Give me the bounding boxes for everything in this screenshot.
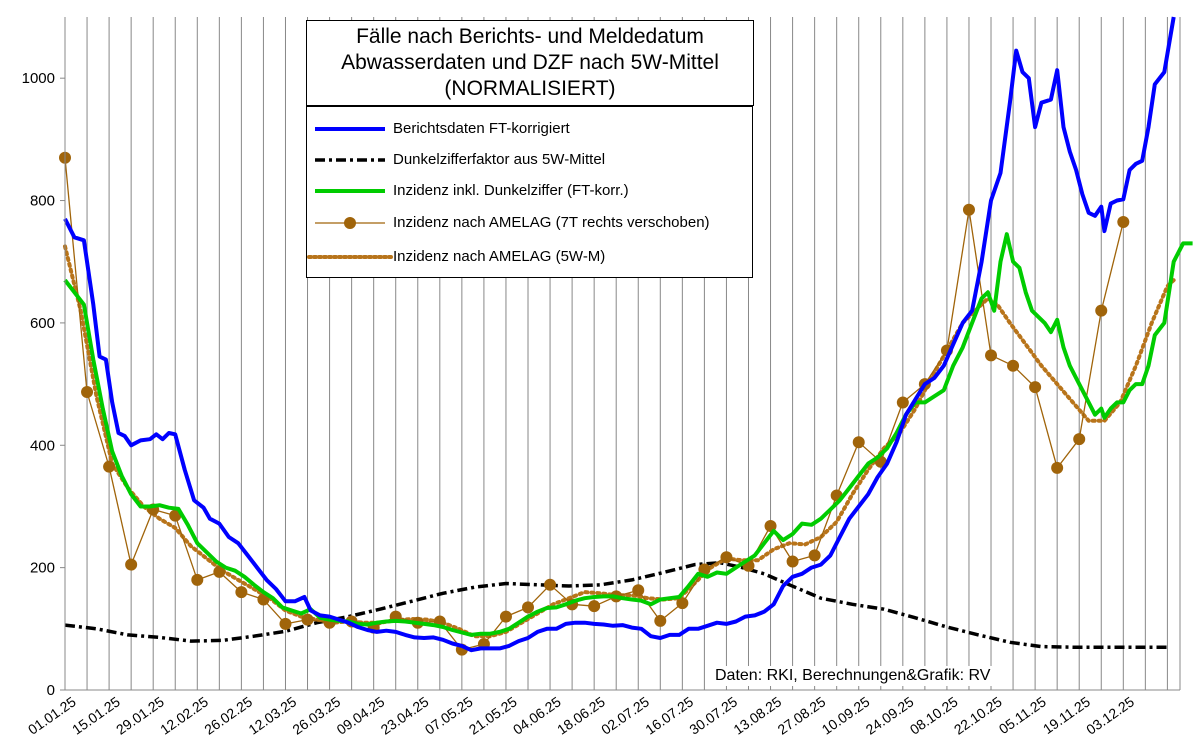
x-tick-label: 07.05.25 [422,693,476,737]
data-point-marker [301,613,314,626]
axes [64,17,1180,691]
data-point-marker [632,584,645,597]
data-point-marker [985,349,998,362]
data-point-marker [1007,359,1020,372]
x-tick-label: 05.11.25 [996,693,1049,737]
data-point-marker [257,593,270,606]
chart-title-line-2: Abwasserdaten und DZF nach 5W-Mittel [341,51,719,74]
x-tick-label: 24.09.25 [863,693,917,737]
data-point-marker [103,460,116,473]
x-tick-label: 04.06.25 [510,693,564,737]
legend-item-amelag-7t: Inzidenz nach AMELAG (7T rechts verschob… [307,211,752,235]
data-point-marker [786,555,799,568]
x-tick-label: 03.12.25 [1083,693,1137,737]
y-tick-label: 600 [30,315,55,332]
legend-line-marker-icon [315,217,385,229]
x-tick-label: 10.09.25 [819,693,873,737]
legend-item-amelag-5wm: Inzidenz nach AMELAG (5W-M) [307,245,752,269]
data-point-marker [1117,215,1130,228]
data-point-marker [896,396,909,409]
data-point-marker [522,601,535,614]
x-tick-label: 29.01.25 [113,693,167,737]
legend-item-dunkelzifferfaktor: Dunkelzifferfaktor aus 5W-Mittel [307,148,752,172]
x-tick-label: 08.10.25 [907,693,961,737]
data-point-marker [698,563,711,576]
data-point-marker [169,509,182,522]
x-tick-label: 09.04.25 [334,693,388,737]
x-tick-label: 12.02.25 [157,693,211,737]
data-point-marker [191,573,204,586]
legend-item-berichtsdaten: Berichtsdaten FT-korrigiert [307,117,752,141]
series-line-berichtsdaten-ft-korrigiert [63,16,1176,653]
x-tick-label: 15.01.25 [69,693,123,737]
legend-label: Inzidenz inkl. Dunkelziffer (FT-korr.) [393,182,629,199]
legend-label: Inzidenz nach AMELAG (5W-M) [393,248,606,265]
data-point-marker [588,600,601,613]
x-tick-label: 21.05.25 [466,693,520,737]
legend-line-dotted-icon [307,255,393,259]
x-tick-label: 23.04.25 [378,693,432,737]
data-point-marker [852,436,865,449]
data-point-marker [235,586,248,599]
legend-line-solid-green-icon [315,189,385,193]
chart-title: Fälle nach Berichts- und Meldedatum Abwa… [306,20,754,106]
x-axis-ticks: 01.01.2515.01.2529.01.2512.02.2526.02.25… [25,693,1137,737]
legend: Berichtsdaten FT-korrigiert Dunkelziffer… [306,106,753,278]
legend-label: Berichtsdaten FT-korrigiert [393,120,570,137]
data-point-marker [279,617,292,630]
data-point-marker [654,614,667,627]
y-tick-label: 200 [30,560,55,577]
data-point-marker [1073,433,1086,446]
data-point-marker [720,551,733,564]
series-line-inzidenz-inkl-dunkelziffer-ft-korr [63,232,1193,637]
data-point-marker [1095,304,1108,317]
legend-label: Dunkelzifferfaktor aus 5W-Mittel [393,151,606,168]
series-line-dunkelzifferfaktor-aus-5w-mittel [64,560,1168,649]
data-point-marker [213,565,226,578]
data-point-marker [499,610,512,623]
legend-item-inzidenz-dunkelziffer: Inzidenz inkl. Dunkelziffer (FT-korr.) [307,179,752,203]
legend-label: Inzidenz nach AMELAG (7T rechts verschob… [393,214,710,231]
data-point-marker [1029,381,1042,394]
series-line-inzidenz-nach-amelag-5w-m [63,244,1176,639]
y-tick-label: 0 [47,682,55,699]
source-note: Daten: RKI, Berechnungen&Grafik: RV [712,666,994,686]
x-tick-label: 26.03.25 [289,693,343,737]
y-axis-ticks: 0 200 400 600 800 1000 [22,70,65,699]
data-point-marker [81,386,94,399]
data-point-marker [125,558,138,571]
x-tick-label: 27.08.25 [775,693,829,737]
x-tick-label: 02.07.25 [598,693,652,737]
x-tick-label: 19.11.25 [1040,693,1093,737]
x-tick-label: 01.01.25 [25,693,79,737]
x-tick-label: 13.08.25 [730,693,784,737]
x-tick-label: 12.03.25 [245,693,299,737]
series-layer [59,16,1193,656]
legend-line-solid-blue-icon [315,127,385,131]
x-tick-label: 16.07.25 [642,693,696,737]
data-point-marker [808,549,821,562]
data-point-marker [544,578,557,591]
x-tick-label: 18.06.25 [554,693,608,737]
legend-line-dashdot-icon [315,158,385,162]
x-tick-label: 22.10.25 [951,693,1005,737]
chart-title-line-3: (NORMALISIERT) [444,77,616,100]
chart-title-line-1: Fälle nach Berichts- und Meldedatum [356,25,704,48]
y-tick-label: 800 [30,193,55,210]
data-point-marker [962,203,975,216]
x-tick-label: 30.07.25 [686,693,740,737]
data-point-marker [676,597,689,610]
x-tick-label: 26.02.25 [201,693,255,737]
y-tick-label: 400 [30,437,55,454]
data-point-marker [1051,461,1064,474]
y-tick-label: 1000 [22,70,55,87]
